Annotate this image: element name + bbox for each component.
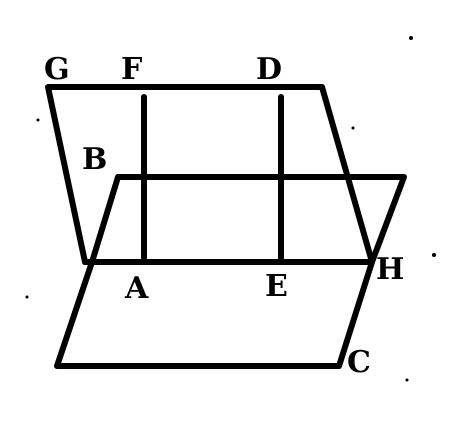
- label-h: H: [376, 252, 404, 287]
- label-g: G: [44, 52, 70, 87]
- label-c: C: [347, 345, 371, 380]
- ink-speck: [409, 36, 413, 40]
- label-b: B: [82, 142, 107, 177]
- label-f: F: [121, 52, 142, 87]
- label-a: A: [124, 271, 149, 306]
- label-e: E: [265, 269, 288, 304]
- ink-speck: [25, 295, 29, 299]
- ink-speck: [432, 253, 436, 257]
- ink-speck: [351, 126, 355, 130]
- lower-plane-outline: [54, 174, 407, 369]
- label-d: D: [256, 52, 282, 87]
- ink-speck: [36, 118, 40, 122]
- ink-speck: [405, 378, 409, 382]
